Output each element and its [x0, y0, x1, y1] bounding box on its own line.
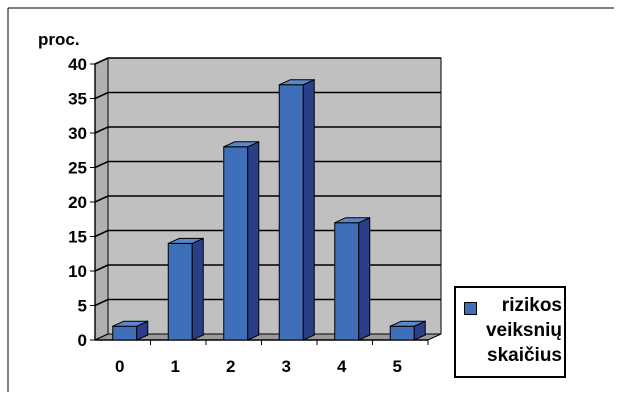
x-tick-label: 2 — [226, 357, 235, 376]
bar-front — [278, 84, 304, 341]
chart-frame — [7, 7, 614, 392]
y-axis-title: proc. — [38, 30, 80, 49]
bar — [223, 141, 260, 341]
bar-side — [247, 141, 260, 341]
gridline — [94, 126, 441, 134]
bar — [112, 320, 149, 341]
gridline — [94, 91, 441, 100]
x-tick-label: 1 — [171, 357, 180, 376]
bar-side — [358, 216, 371, 341]
axis-labels: 0 5 10 15 20 25 30 35 40 proc. 0 1 2 3 4 5 — [38, 30, 402, 376]
bar-top — [112, 320, 148, 327]
y-tick-label: 35 — [68, 90, 87, 109]
bar-side — [302, 78, 315, 341]
x-tick-label: 4 — [337, 357, 347, 376]
y-tick-label: 0 — [78, 331, 87, 350]
x-tick-label: 5 — [393, 357, 402, 376]
bar-top — [223, 141, 259, 148]
y-tick-label: 15 — [68, 228, 87, 247]
gridline — [94, 298, 441, 307]
bar-side — [191, 237, 204, 341]
bar-series — [112, 78, 426, 341]
bar-top — [334, 217, 370, 224]
bar-front — [167, 242, 193, 341]
y-tick-label: 40 — [68, 55, 87, 74]
bar — [278, 78, 315, 341]
y-tick-label: 10 — [68, 262, 87, 281]
bar-front — [389, 325, 415, 341]
gridline — [94, 160, 441, 169]
gridline — [94, 195, 441, 203]
legend-swatch — [464, 302, 477, 315]
y-tick-label: 30 — [68, 124, 87, 143]
y-tick-label: 20 — [68, 193, 87, 212]
gridline — [94, 229, 441, 238]
legend: rizikos veiksnių skaičius — [454, 286, 566, 378]
bar-top — [390, 320, 426, 327]
x-tick-label: 3 — [282, 357, 291, 376]
gridline — [94, 264, 441, 272]
bar — [334, 216, 371, 341]
bar-front — [334, 222, 360, 341]
y-tick-label: 5 — [78, 297, 87, 316]
plot-area — [90, 57, 442, 345]
legend-label: rizikos veiksnių skaičius — [485, 295, 562, 366]
y-tick-label: 25 — [68, 159, 87, 178]
gridline — [94, 57, 441, 65]
bar-front — [223, 146, 249, 341]
bar — [389, 320, 426, 341]
x-tick-label: 0 — [115, 357, 124, 376]
bar-top — [279, 79, 315, 86]
bar — [167, 237, 204, 341]
bar-front — [112, 325, 138, 341]
bar-top — [168, 237, 204, 244]
